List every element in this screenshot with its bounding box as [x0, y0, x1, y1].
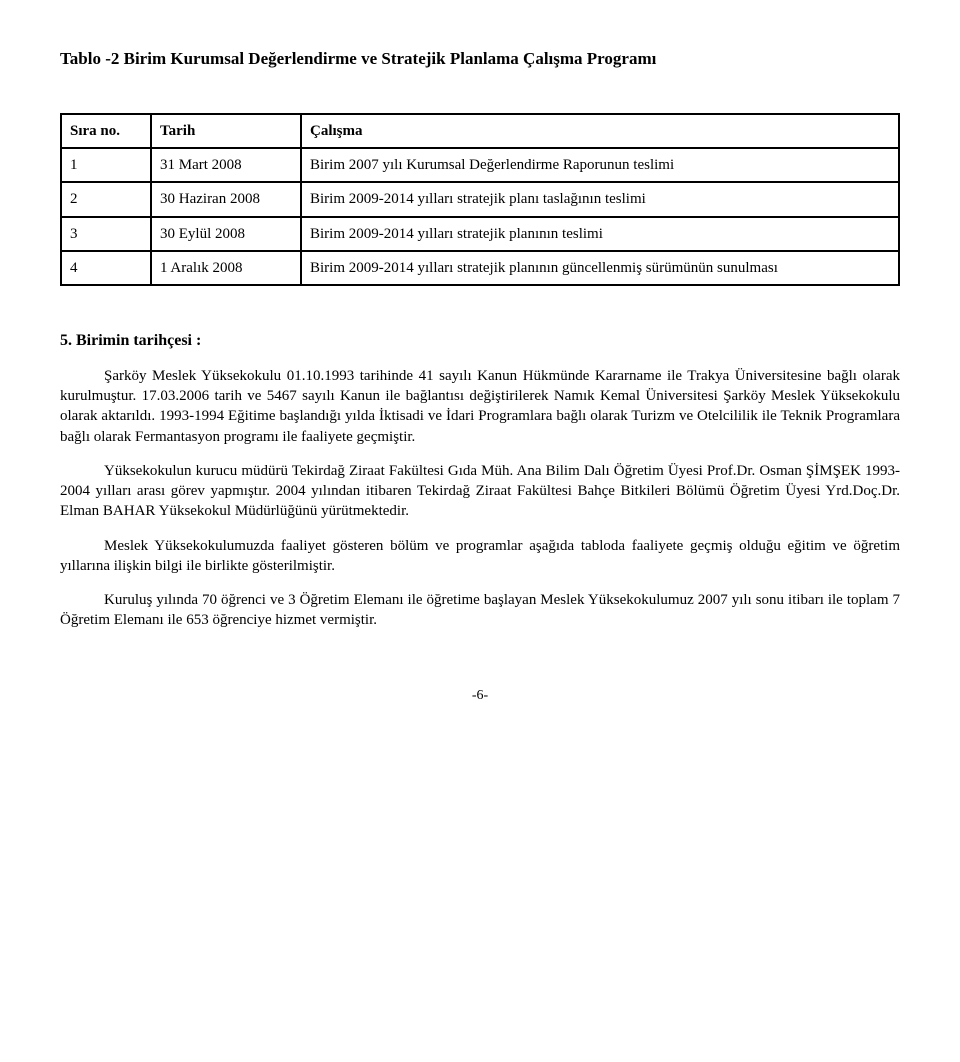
col-header-no: Sıra no. [61, 114, 151, 148]
cell-work: Birim 2009-2014 yılları stratejik planın… [301, 251, 899, 285]
col-header-work: Çalışma [301, 114, 899, 148]
cell-date: 1 Aralık 2008 [151, 251, 301, 285]
paragraph: Şarköy Meslek Yüksekokulu 01.10.1993 tar… [60, 366, 900, 447]
paragraph: Meslek Yüksekokulumuzda faaliyet göstere… [60, 536, 900, 577]
cell-no: 2 [61, 182, 151, 216]
col-header-date: Tarih [151, 114, 301, 148]
paragraph: Kuruluş yılında 70 öğrenci ve 3 Öğretim … [60, 590, 900, 631]
cell-no: 1 [61, 148, 151, 182]
cell-no: 4 [61, 251, 151, 285]
cell-date: 30 Haziran 2008 [151, 182, 301, 216]
page-number: -6- [60, 687, 900, 706]
cell-work: Birim 2009-2014 yılları stratejik planı … [301, 182, 899, 216]
section-heading: 5. Birimin tarihçesi : [60, 330, 900, 352]
paragraph: Yüksekokulun kurucu müdürü Tekirdağ Zira… [60, 461, 900, 522]
cell-date: 30 Eylül 2008 [151, 217, 301, 251]
table-row: 3 30 Eylül 2008 Birim 2009-2014 yılları … [61, 217, 899, 251]
cell-work: Birim 2007 yılı Kurumsal Değerlendirme R… [301, 148, 899, 182]
cell-no: 3 [61, 217, 151, 251]
table-header-row: Sıra no. Tarih Çalışma [61, 114, 899, 148]
cell-work: Birim 2009-2014 yılları stratejik planın… [301, 217, 899, 251]
cell-date: 31 Mart 2008 [151, 148, 301, 182]
table-row: 4 1 Aralık 2008 Birim 2009-2014 yılları … [61, 251, 899, 285]
document-title: Tablo -2 Birim Kurumsal Değerlendirme ve… [60, 48, 900, 71]
program-table: Sıra no. Tarih Çalışma 1 31 Mart 2008 Bi… [60, 113, 900, 286]
table-row: 2 30 Haziran 2008 Birim 2009-2014 yıllar… [61, 182, 899, 216]
table-row: 1 31 Mart 2008 Birim 2007 yılı Kurumsal … [61, 148, 899, 182]
